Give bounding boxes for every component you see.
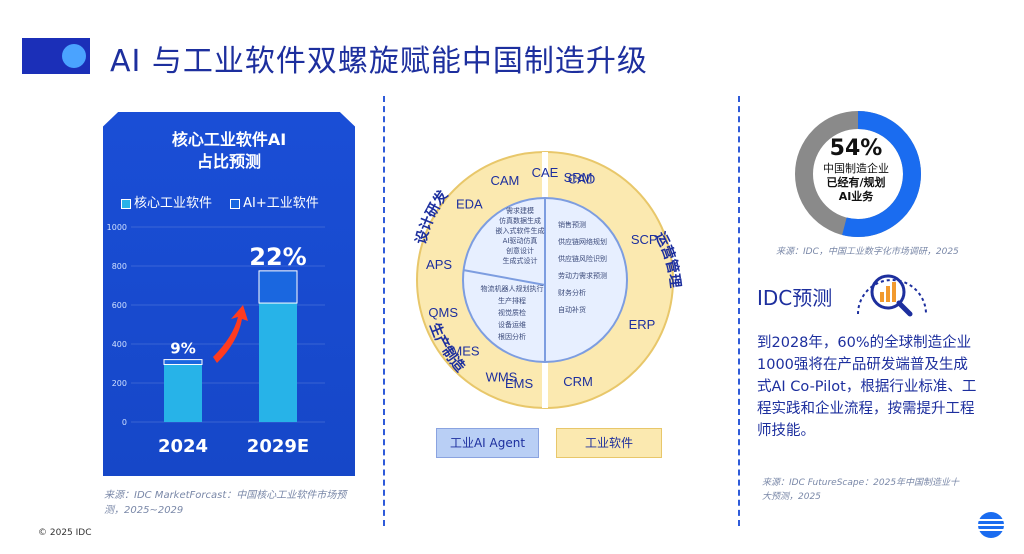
legend-ai-agent: 工业AI Agent	[436, 428, 539, 458]
inner-item-production: 视觉质检	[498, 308, 526, 317]
y-tick-label: 800	[112, 262, 127, 271]
data-label-2024: 9%	[170, 340, 195, 358]
inner-item-production: 物流机器人规划执行	[481, 284, 544, 293]
core-horizontal-divider	[462, 269, 546, 286]
idc-globe-logo-icon	[978, 512, 1004, 538]
wheel-item-wms: WMS	[486, 370, 518, 385]
bar-core-2024	[164, 364, 202, 422]
chart-title-line2: 占比预测	[196, 152, 261, 171]
wheel-item-aps: APS	[426, 257, 452, 272]
wheel-item-eda: EDA	[456, 196, 483, 211]
inner-item-design: 仿真数据生成	[499, 216, 541, 225]
wheel-item-erp: ERP	[629, 317, 656, 332]
page-title: AI 与工业软件双螺旋赋能中国制造升级	[110, 44, 648, 79]
legend-industrial-software: 工业软件	[556, 428, 662, 458]
header-accent-dot	[62, 44, 86, 68]
x-tick-label-2029E: 2029E	[247, 436, 309, 457]
divider-right	[738, 96, 740, 526]
donut-value-arc	[795, 111, 921, 237]
y-tick-label: 0	[122, 418, 127, 427]
chart-title-line1: 核心工业软件AI	[171, 130, 287, 149]
chart-panel: 核心工业软件AI 占比预测 核心工业软件 AI+工业软件 0 200 400 600 8…	[103, 112, 355, 476]
bar-core-2029E	[259, 303, 297, 422]
wheel-item-cae: CAE	[532, 165, 559, 180]
y-tick-label: 400	[112, 340, 127, 349]
inner-item-operations: 财务分析	[558, 288, 586, 297]
wheel-item-crm: CRM	[563, 374, 593, 389]
wheel-item-cad: CAD	[568, 171, 595, 186]
growth-arrow	[213, 305, 248, 363]
wheel-item-srm: SRM	[564, 170, 593, 185]
donut-source: 来源：IDC，中国工业数字化市场调研，2025	[776, 247, 959, 257]
inner-item-operations: 销售预测	[558, 220, 586, 229]
wheel-item-scp: SCP	[631, 232, 658, 247]
inner-item-production: 根因分析	[498, 332, 526, 341]
inner-item-design: AI驱动仿真	[503, 236, 538, 245]
idc-source: 来源：IDC FutureScape：2025年中国制造业十大预测，2025	[762, 478, 960, 502]
donut-chart	[795, 111, 921, 237]
y-tick-label: 600	[112, 301, 127, 310]
inner-item-design: 需求建模	[506, 206, 534, 215]
inner-item-production: 设备运维	[498, 320, 526, 329]
copyright: © 2025 IDC	[38, 528, 92, 538]
inner-item-design: 生成式设计	[503, 256, 538, 265]
divider-left	[383, 96, 385, 526]
inner-item-operations: 供应链风险识别	[558, 254, 607, 263]
data-label-2029E: 22%	[249, 243, 306, 271]
idc-prediction-text: 到2028年，60%的全球制造企业1000强将在产品研发端普及生成式AI Co-…	[757, 335, 977, 439]
x-tick-label-2024: 2024	[158, 436, 208, 457]
chart-source-note: 来源：IDC MarketForcast：中国核心工业软件市场预测，2025~2…	[104, 490, 347, 516]
wheel-item-cam: CAM	[490, 173, 519, 188]
donut-line2: 已经有/规划	[826, 176, 886, 189]
software-wheel: CADCAECAMEDAAPSQMSMESWMSSRMSCPERPCRMEMS …	[413, 151, 683, 409]
bar-ai-2024	[163, 359, 203, 365]
wheel-item-qms: QMS	[428, 305, 458, 320]
y-tick-label: 1000	[107, 223, 127, 232]
chart-legend: 核心工业软件 AI+工业软件	[121, 192, 351, 211]
donut-line3: AI业务	[838, 190, 874, 203]
donut-label: 54% 中国制造企业 已经有/规划 AI业务	[802, 136, 910, 204]
y-tick-label: 200	[112, 379, 127, 388]
inner-item-operations: 自动补货	[558, 305, 586, 314]
bar-chart: 0 200 400 600 800 1000 9% 2024 22% 2029E	[107, 223, 325, 457]
inner-item-operations: 供应链网络规划	[558, 237, 607, 246]
inner-item-operations: 劳动力需求预测	[558, 271, 607, 280]
bar-ai-2029E	[258, 270, 298, 304]
inner-item-design: 创意设计	[506, 246, 534, 255]
inner-item-production: 生产排程	[498, 296, 526, 305]
idc-title: IDC预测	[757, 286, 833, 310]
wheel-item-ems: EMS	[505, 376, 534, 391]
analytics-magnifier-icon	[857, 274, 927, 317]
legend-item-core: 核心工业软件	[121, 192, 212, 211]
inner-item-design: 嵌入式软件生成	[496, 226, 545, 235]
donut-line1: 中国制造企业	[823, 162, 889, 175]
donut-percentage: 54%	[829, 136, 883, 161]
wheel-item-mes: MES	[451, 344, 480, 359]
legend-item-ai: AI+工业软件	[230, 192, 319, 211]
